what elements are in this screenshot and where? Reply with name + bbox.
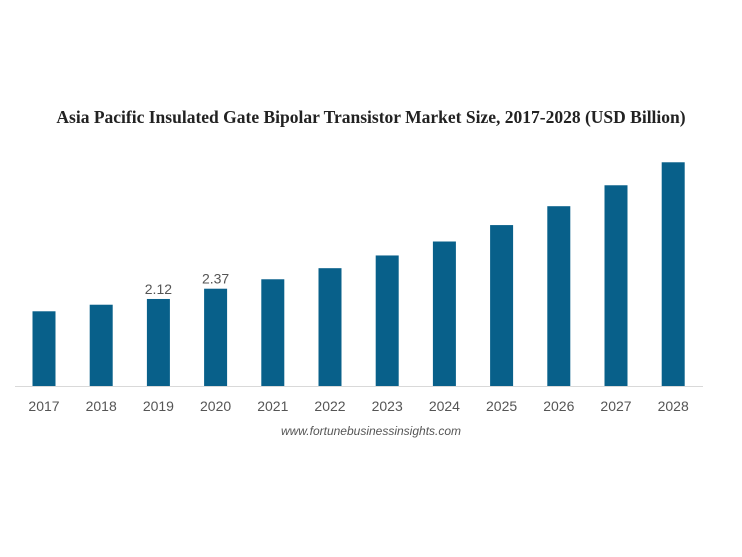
data-label-2019: 2.12: [145, 281, 172, 297]
x-tick-label: 2026: [543, 398, 574, 414]
data-label-2020: 2.37: [202, 271, 229, 287]
x-tick-label: 2025: [486, 398, 517, 414]
x-tick-label: 2027: [600, 398, 631, 414]
bar-2022: [318, 268, 342, 386]
x-tick-label: 2023: [372, 398, 403, 414]
bar-2028: [661, 162, 685, 386]
x-tick-label: 2020: [200, 398, 231, 414]
bar-2018: [89, 304, 113, 386]
x-tick-label: 2024: [429, 398, 460, 414]
x-tick-label: 2022: [314, 398, 345, 414]
bar-2024: [432, 241, 456, 386]
x-tick-label: 2017: [28, 398, 59, 414]
bar-2026: [547, 206, 571, 386]
bar-2019: [146, 298, 170, 386]
bar-2017: [32, 311, 56, 386]
x-tick-label: 2028: [658, 398, 689, 414]
x-tick-label: 2019: [143, 398, 174, 414]
bar-2027: [604, 185, 628, 386]
bar-2023: [375, 255, 399, 386]
bar-2021: [261, 279, 285, 386]
bar-2020: [204, 288, 228, 386]
bar-2025: [490, 225, 514, 386]
source-text: www.fortunebusinessinsights.com: [280, 424, 462, 438]
x-tick-label: 2018: [86, 398, 117, 414]
chart-title: Asia Pacific Insulated Gate Bipolar Tran…: [56, 107, 686, 127]
x-tick-label: 2021: [257, 398, 288, 414]
